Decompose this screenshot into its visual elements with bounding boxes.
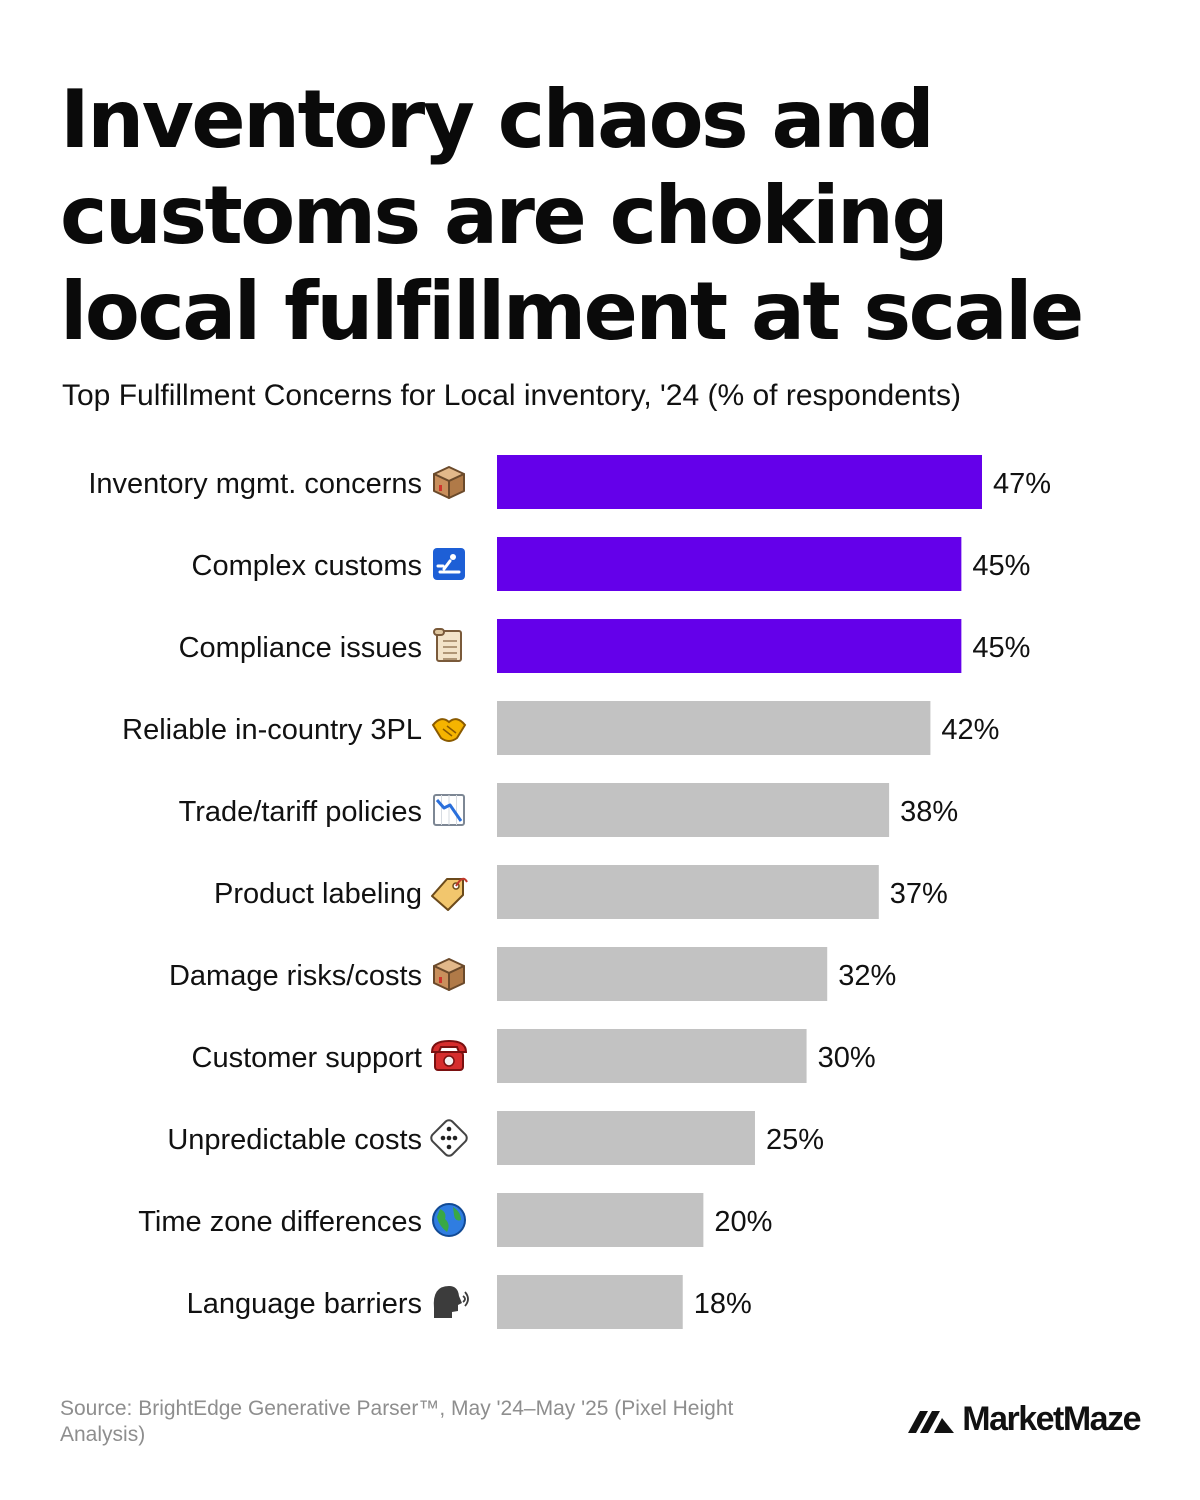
- bar-row-trade-tariff-policies: Trade/tariff policies 38%: [179, 783, 958, 837]
- value-label: 30%: [818, 1042, 876, 1074]
- bar-chart: Inventory mgmt. concerns 47% Complex custo…: [88, 455, 1051, 1329]
- dice-icon: [430, 1119, 468, 1157]
- category-label: Time zone differences: [138, 1206, 422, 1238]
- value-label: 45%: [972, 550, 1030, 582]
- brand-mark-icon: [908, 1410, 955, 1433]
- value-label: 25%: [766, 1124, 824, 1156]
- bar: [497, 865, 879, 919]
- package-icon: [433, 958, 465, 991]
- bar-row-unpredictable-costs: Unpredictable costs 25%: [167, 1111, 824, 1165]
- brand-logo: MarketMaze: [908, 1400, 1141, 1439]
- category-label: Complex customs: [192, 550, 422, 582]
- package-icon: [433, 466, 465, 499]
- brand-name: MarketMaze: [962, 1400, 1141, 1438]
- label-tag-icon: [431, 877, 468, 911]
- customs-icon: [433, 548, 465, 580]
- bar: [497, 783, 890, 837]
- value-label: 18%: [694, 1288, 752, 1320]
- bar-row-reliable-in-country-3pl: Reliable in-country 3PL 42%: [122, 701, 999, 755]
- bar: [497, 537, 962, 591]
- category-label: Unpredictable costs: [167, 1124, 422, 1156]
- bar-row-time-zone-differences: Time zone differences 20%: [138, 1193, 772, 1247]
- scroll-icon: [433, 628, 462, 662]
- bar-row-product-labeling: Product labeling 37%: [214, 865, 948, 919]
- bar: [497, 1193, 704, 1247]
- bar: [497, 1029, 807, 1083]
- bar-row-damage-risks-costs: Damage risks/costs 32%: [169, 947, 896, 1001]
- bar: [497, 1111, 755, 1165]
- category-label: Damage risks/costs: [169, 960, 422, 992]
- category-label: Customer support: [192, 1042, 423, 1074]
- value-label: 45%: [972, 632, 1030, 664]
- bar: [497, 1275, 683, 1329]
- source-note: Source: BrightEdge Generative Parser™, M…: [60, 1397, 734, 1446]
- bar-row-compliance-issues: Compliance issues 45%: [179, 619, 1030, 673]
- globe-icon: [432, 1203, 466, 1237]
- category-label: Language barriers: [187, 1288, 422, 1320]
- speaking-head-icon: [433, 1286, 469, 1318]
- bar: [497, 947, 828, 1001]
- value-label: 47%: [993, 468, 1051, 500]
- value-label: 20%: [714, 1206, 772, 1238]
- category-label: Reliable in-country 3PL: [122, 714, 422, 746]
- bar-row-customer-support: Customer support 30%: [192, 1029, 876, 1083]
- handshake-icon: [431, 718, 467, 742]
- bar-row-language-barriers: Language barriers 18%: [187, 1275, 752, 1329]
- bar: [497, 619, 962, 673]
- chart-decreasing-icon: [433, 794, 465, 826]
- telephone-icon: [430, 1039, 468, 1071]
- chart-title: Inventory chaos and customs are choking …: [60, 73, 1084, 358]
- value-label: 37%: [890, 878, 948, 910]
- value-label: 38%: [900, 796, 958, 828]
- bar-row-complex-customs: Complex customs 45%: [192, 537, 1030, 591]
- chart-subtitle: Top Fulfillment Concerns for Local inven…: [62, 379, 961, 412]
- value-label: 32%: [838, 960, 896, 992]
- bar: [497, 701, 931, 755]
- category-label: Compliance issues: [179, 632, 422, 664]
- category-label: Product labeling: [214, 878, 422, 910]
- category-label: Inventory mgmt. concerns: [88, 468, 422, 500]
- bar: [497, 455, 982, 509]
- category-label: Trade/tariff policies: [179, 796, 422, 828]
- bar-row-inventory-mgmt-concerns: Inventory mgmt. concerns 47%: [88, 455, 1051, 509]
- value-label: 42%: [941, 714, 999, 746]
